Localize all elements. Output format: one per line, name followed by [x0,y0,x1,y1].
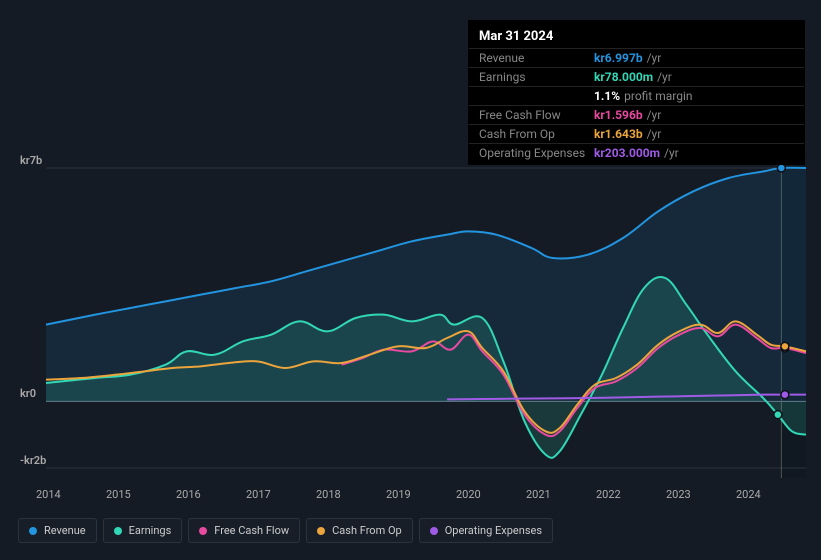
tooltip-row: Operating Expenseskr203.000m/yr [469,143,804,162]
tooltip-row-label [479,89,594,103]
legend-item[interactable]: Revenue [18,518,97,543]
legend-label: Earnings [129,524,172,537]
legend-dot-icon [317,527,325,535]
tooltip-row: 1.1% profit margin [469,86,804,105]
legend-dot-icon [29,527,37,535]
chart-x-tick-label: 2022 [596,488,666,501]
legend-item[interactable]: Free Cash Flow [188,518,300,543]
tooltip-row-label: Free Cash Flow [479,108,594,122]
tooltip-row-unit: /yr [657,70,672,84]
series-marker [777,164,785,172]
series-marker [781,391,789,399]
legend-label: Free Cash Flow [214,524,289,537]
tooltip-row-value: kr6.997b [594,51,643,65]
chart-x-axis: 2014201520162017201820192020202120222023… [36,488,806,501]
tooltip-row-label: Earnings [479,70,594,84]
chart-x-tick-label: 2015 [106,488,176,501]
series-marker [774,411,782,419]
chart-x-tick-label: 2019 [386,488,456,501]
legend-dot-icon [199,527,207,535]
tooltip-row-value: kr203.000m [594,146,660,160]
chart-y-tick-label: kr0 [20,387,36,400]
chart-y-tick-label: kr7b [20,154,42,167]
tooltip-row-unit: profit margin [624,89,692,103]
legend-dot-icon [430,527,438,535]
tooltip-row: Cash From Opkr1.643b/yr [469,124,804,143]
tooltip-row-value: kr78.000m [594,70,653,84]
series-marker [781,342,789,350]
tooltip-row-label: Revenue [479,51,594,65]
chart-x-tick-label: 2021 [526,488,596,501]
chart-x-tick-label: 2020 [456,488,526,501]
legend-item[interactable]: Cash From Op [306,518,413,543]
legend-dot-icon [114,527,122,535]
chart-x-tick-label: 2016 [176,488,246,501]
chart-x-tick-label: 2017 [246,488,316,501]
legend-label: Operating Expenses [445,524,542,537]
tooltip-row-label: Operating Expenses [479,146,594,160]
tooltip-row-value: 1.1% [594,89,620,103]
tooltip-row-value: kr1.596b [594,108,643,122]
chart-x-tick-label: 2018 [316,488,386,501]
tooltip-row: Free Cash Flowkr1.596b/yr [469,105,804,124]
legend-label: Revenue [44,524,86,537]
legend-item[interactable]: Operating Expenses [419,518,553,543]
chart-svg [16,158,806,478]
chart-area [16,158,806,498]
tooltip-row-unit: /yr [647,127,662,141]
chart-tooltip: Mar 31 2024 Revenuekr6.997b/yrEarningskr… [468,20,805,165]
chart-x-tick-label: 2023 [666,488,736,501]
tooltip-row-unit: /yr [647,108,662,122]
chart-y-tick-label: -kr2b [20,454,46,467]
tooltip-row: Revenuekr6.997b/yr [469,48,804,67]
tooltip-row-value: kr1.643b [594,127,643,141]
chart-x-tick-label: 2024 [736,488,806,501]
tooltip-row: Earningskr78.000m/yr [469,67,804,86]
chart-legend: Revenue Earnings Free Cash Flow Cash From O… [18,518,553,543]
tooltip-row-label: Cash From Op [479,127,594,141]
chart-x-tick-label: 2014 [36,488,106,501]
tooltip-row-unit: /yr [647,51,662,65]
tooltip-row-unit: /yr [664,146,679,160]
legend-item[interactable]: Earnings [103,518,183,543]
tooltip-date: Mar 31 2024 [469,23,804,48]
legend-label: Cash From Op [332,524,402,537]
